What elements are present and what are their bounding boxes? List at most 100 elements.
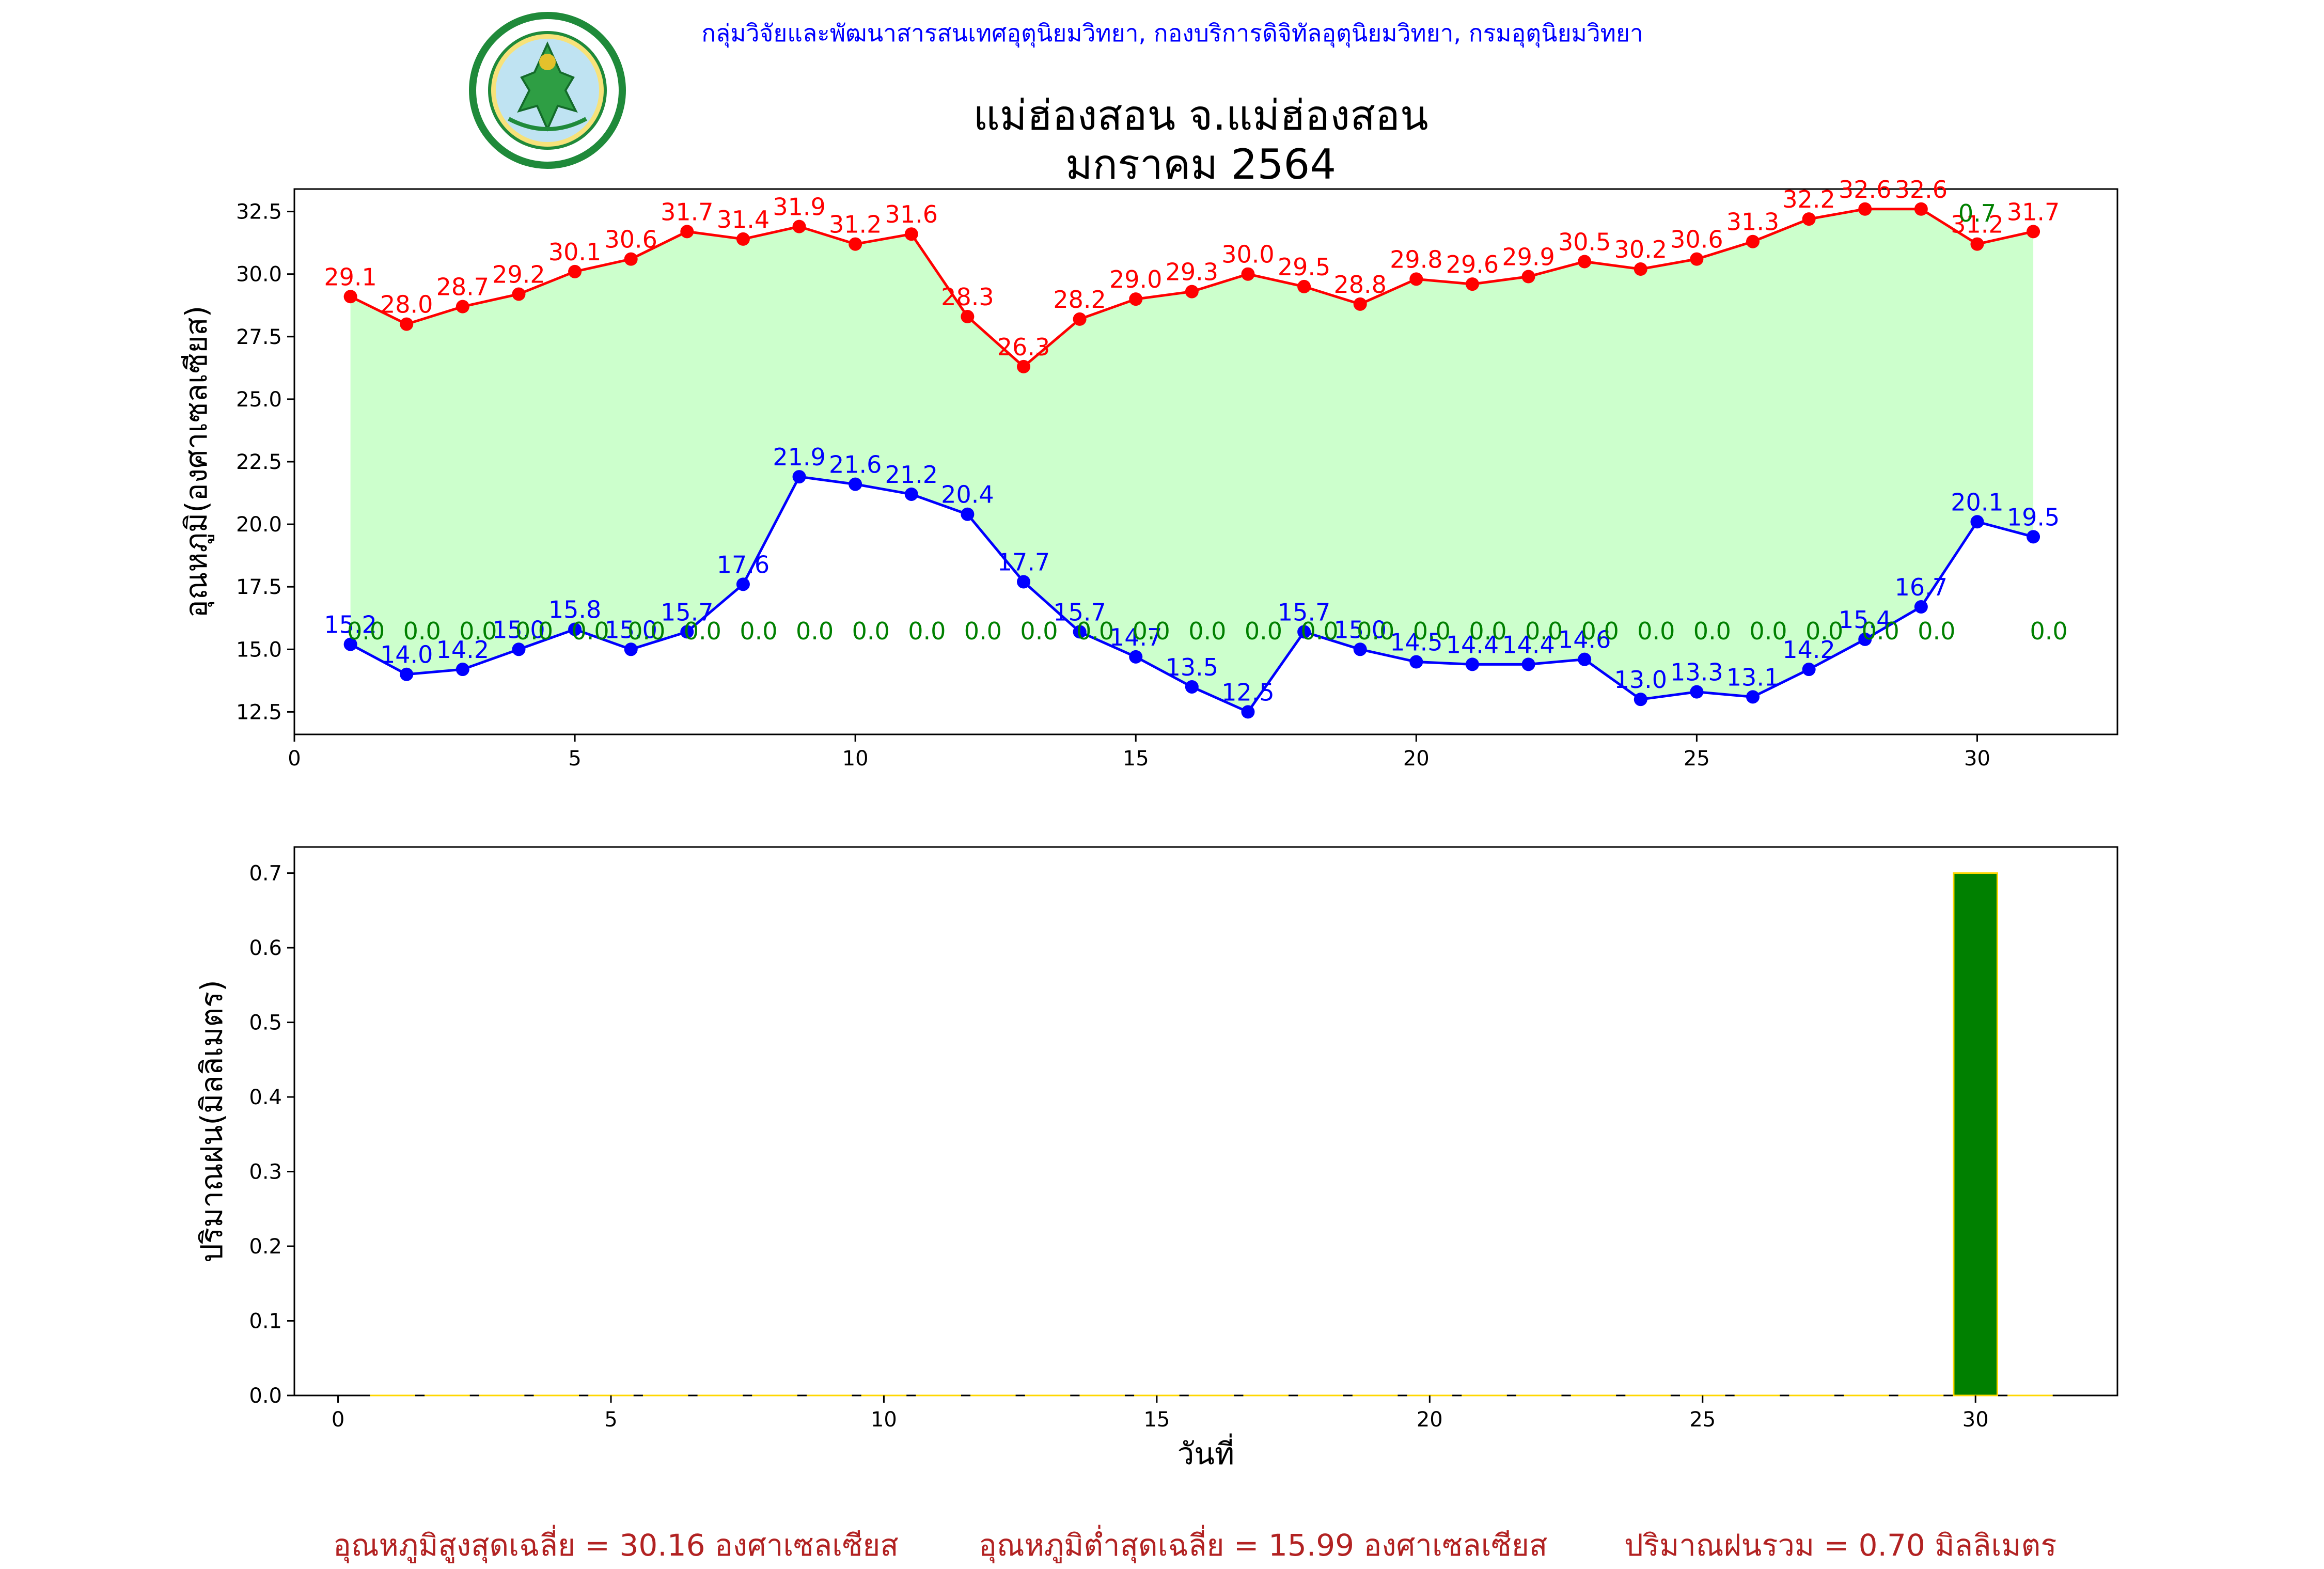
max-temp-point (1017, 360, 1030, 373)
min-temp-point (400, 668, 413, 681)
daily-rain-label: 0.0 (1020, 617, 1058, 645)
x-tick-label: 20 (1417, 1408, 1443, 1432)
daily-rain-label: 0.0 (571, 617, 609, 645)
max-temp-point (1634, 262, 1647, 276)
y-tick-label: 0.5 (249, 1011, 282, 1035)
min-temp-label: 13.5 (1166, 653, 1218, 681)
meteorological-department-logo (473, 15, 622, 165)
max-temp-label: 29.3 (1166, 258, 1218, 286)
min-temp-point (793, 470, 806, 483)
daily-rain-label: 0.0 (1357, 617, 1394, 645)
daily-rain-label: 0.0 (403, 617, 441, 645)
rain-x-axis-label: วันที่ (1177, 1433, 1234, 1471)
daily-rain-label: 0.0 (1749, 617, 1787, 645)
rain-axes-frame (294, 847, 2117, 1395)
max-temp-label: 28.7 (436, 273, 489, 301)
y-tick-label: 15.0 (236, 638, 282, 662)
max-temp-label: 31.3 (1726, 208, 1779, 236)
max-temp-point (1746, 235, 1760, 248)
max-temp-label: 30.2 (1614, 236, 1667, 263)
max-temp-point (1129, 292, 1142, 306)
daily-rain-label: 0.0 (1805, 617, 1843, 645)
min-temp-label: 19.5 (2007, 503, 2060, 531)
min-temp-point (456, 663, 469, 676)
x-tick-label: 10 (871, 1408, 897, 1432)
rain-plot (371, 873, 2052, 1395)
y-tick-label: 0.6 (249, 936, 282, 960)
min-temp-label: 21.6 (829, 451, 882, 479)
y-tick-label: 27.5 (236, 325, 282, 349)
x-tick-label: 30 (1964, 747, 1990, 771)
max-temp-point (400, 318, 413, 331)
max-temp-label: 29.0 (1109, 265, 1162, 293)
min-temp-label: 21.2 (885, 461, 938, 489)
daily-rain-label: 0.0 (796, 617, 834, 645)
daily-rain-label: 0.0 (2030, 617, 2067, 645)
min-temp-point (1522, 657, 1535, 671)
daily-rain-label: 0.0 (1469, 617, 1506, 645)
max-temp-point (1297, 280, 1311, 293)
daily-rain-label: 0.0 (627, 617, 665, 645)
min-temp-point (1185, 680, 1199, 694)
max-temp-point (1970, 238, 1984, 251)
min-temp-point (1914, 600, 1928, 614)
avg-max-summary: อุณหภูมิสูงสุดเฉลี่ย = 30.16 องศาเซลเซีย… (333, 1521, 899, 1569)
x-tick-label: 0 (288, 747, 301, 771)
max-temp-point (1914, 202, 1928, 216)
daily-rain-label: 0.0 (1413, 617, 1451, 645)
max-temp-point (1409, 272, 1423, 286)
max-temp-point (736, 232, 750, 246)
max-temp-label: 29.2 (492, 260, 545, 288)
max-temp-label: 28.0 (380, 291, 433, 319)
min-temp-point (1578, 653, 1591, 666)
max-temp-point (1858, 202, 1872, 216)
rain-y-axis-label: ปริมาณฝน(มิลลิเมตร) (194, 980, 229, 1263)
min-temp-label: 17.7 (997, 548, 1050, 576)
max-temp-label: 32.6 (1839, 176, 1891, 203)
min-temp-label: 13.0 (1614, 666, 1667, 694)
max-temp-label: 31.6 (885, 200, 938, 228)
x-tick-label: 5 (568, 747, 581, 771)
min-temp-point (961, 508, 974, 521)
max-temp-label: 30.1 (548, 238, 601, 266)
max-temp-point (1522, 270, 1535, 284)
y-tick-label: 0.0 (249, 1384, 282, 1408)
x-tick-label: 5 (604, 1408, 617, 1432)
min-temp-point (849, 478, 862, 491)
max-temp-point (2027, 225, 2040, 238)
min-temp-point (1690, 685, 1703, 699)
x-tick-label: 10 (842, 747, 869, 771)
max-temp-point (849, 238, 862, 251)
max-temp-label: 29.5 (1278, 253, 1330, 281)
y-tick-label: 30.0 (236, 263, 282, 287)
daily-rain-label: 0.0 (852, 617, 890, 645)
min-temp-point (1802, 663, 1816, 676)
x-tick-label: 15 (1143, 1408, 1170, 1432)
max-temp-label: 30.6 (604, 226, 657, 254)
max-temp-label: 30.5 (1558, 228, 1611, 256)
min-temp-point (1746, 690, 1760, 703)
max-temp-label: 31.7 (661, 198, 713, 226)
min-temp-point (1466, 657, 1479, 671)
y-tick-label: 22.5 (236, 450, 282, 474)
max-temp-label: 29.6 (1446, 250, 1499, 278)
y-tick-label: 17.5 (236, 575, 282, 599)
max-temp-point (512, 287, 525, 301)
min-temp-point (1634, 693, 1647, 706)
max-temp-label: 31.7 (2007, 198, 2060, 226)
max-temp-label: 30.6 (1670, 226, 1723, 254)
max-temp-point (905, 227, 918, 241)
x-tick-label: 30 (1962, 1408, 1989, 1432)
max-temp-label: 29.8 (1390, 245, 1442, 273)
max-temp-label: 28.8 (1333, 271, 1386, 299)
max-temp-point (568, 265, 582, 278)
x-tick-label: 25 (1684, 747, 1710, 771)
daily-rain-label: 0.0 (1245, 617, 1282, 645)
daily-rain-label: 0.0 (459, 617, 497, 645)
max-temp-label: 32.6 (1895, 176, 1948, 203)
x-tick-label: 20 (1403, 747, 1430, 771)
daily-rain-label: 0.0 (1637, 617, 1675, 645)
max-temp-point (1802, 212, 1816, 226)
